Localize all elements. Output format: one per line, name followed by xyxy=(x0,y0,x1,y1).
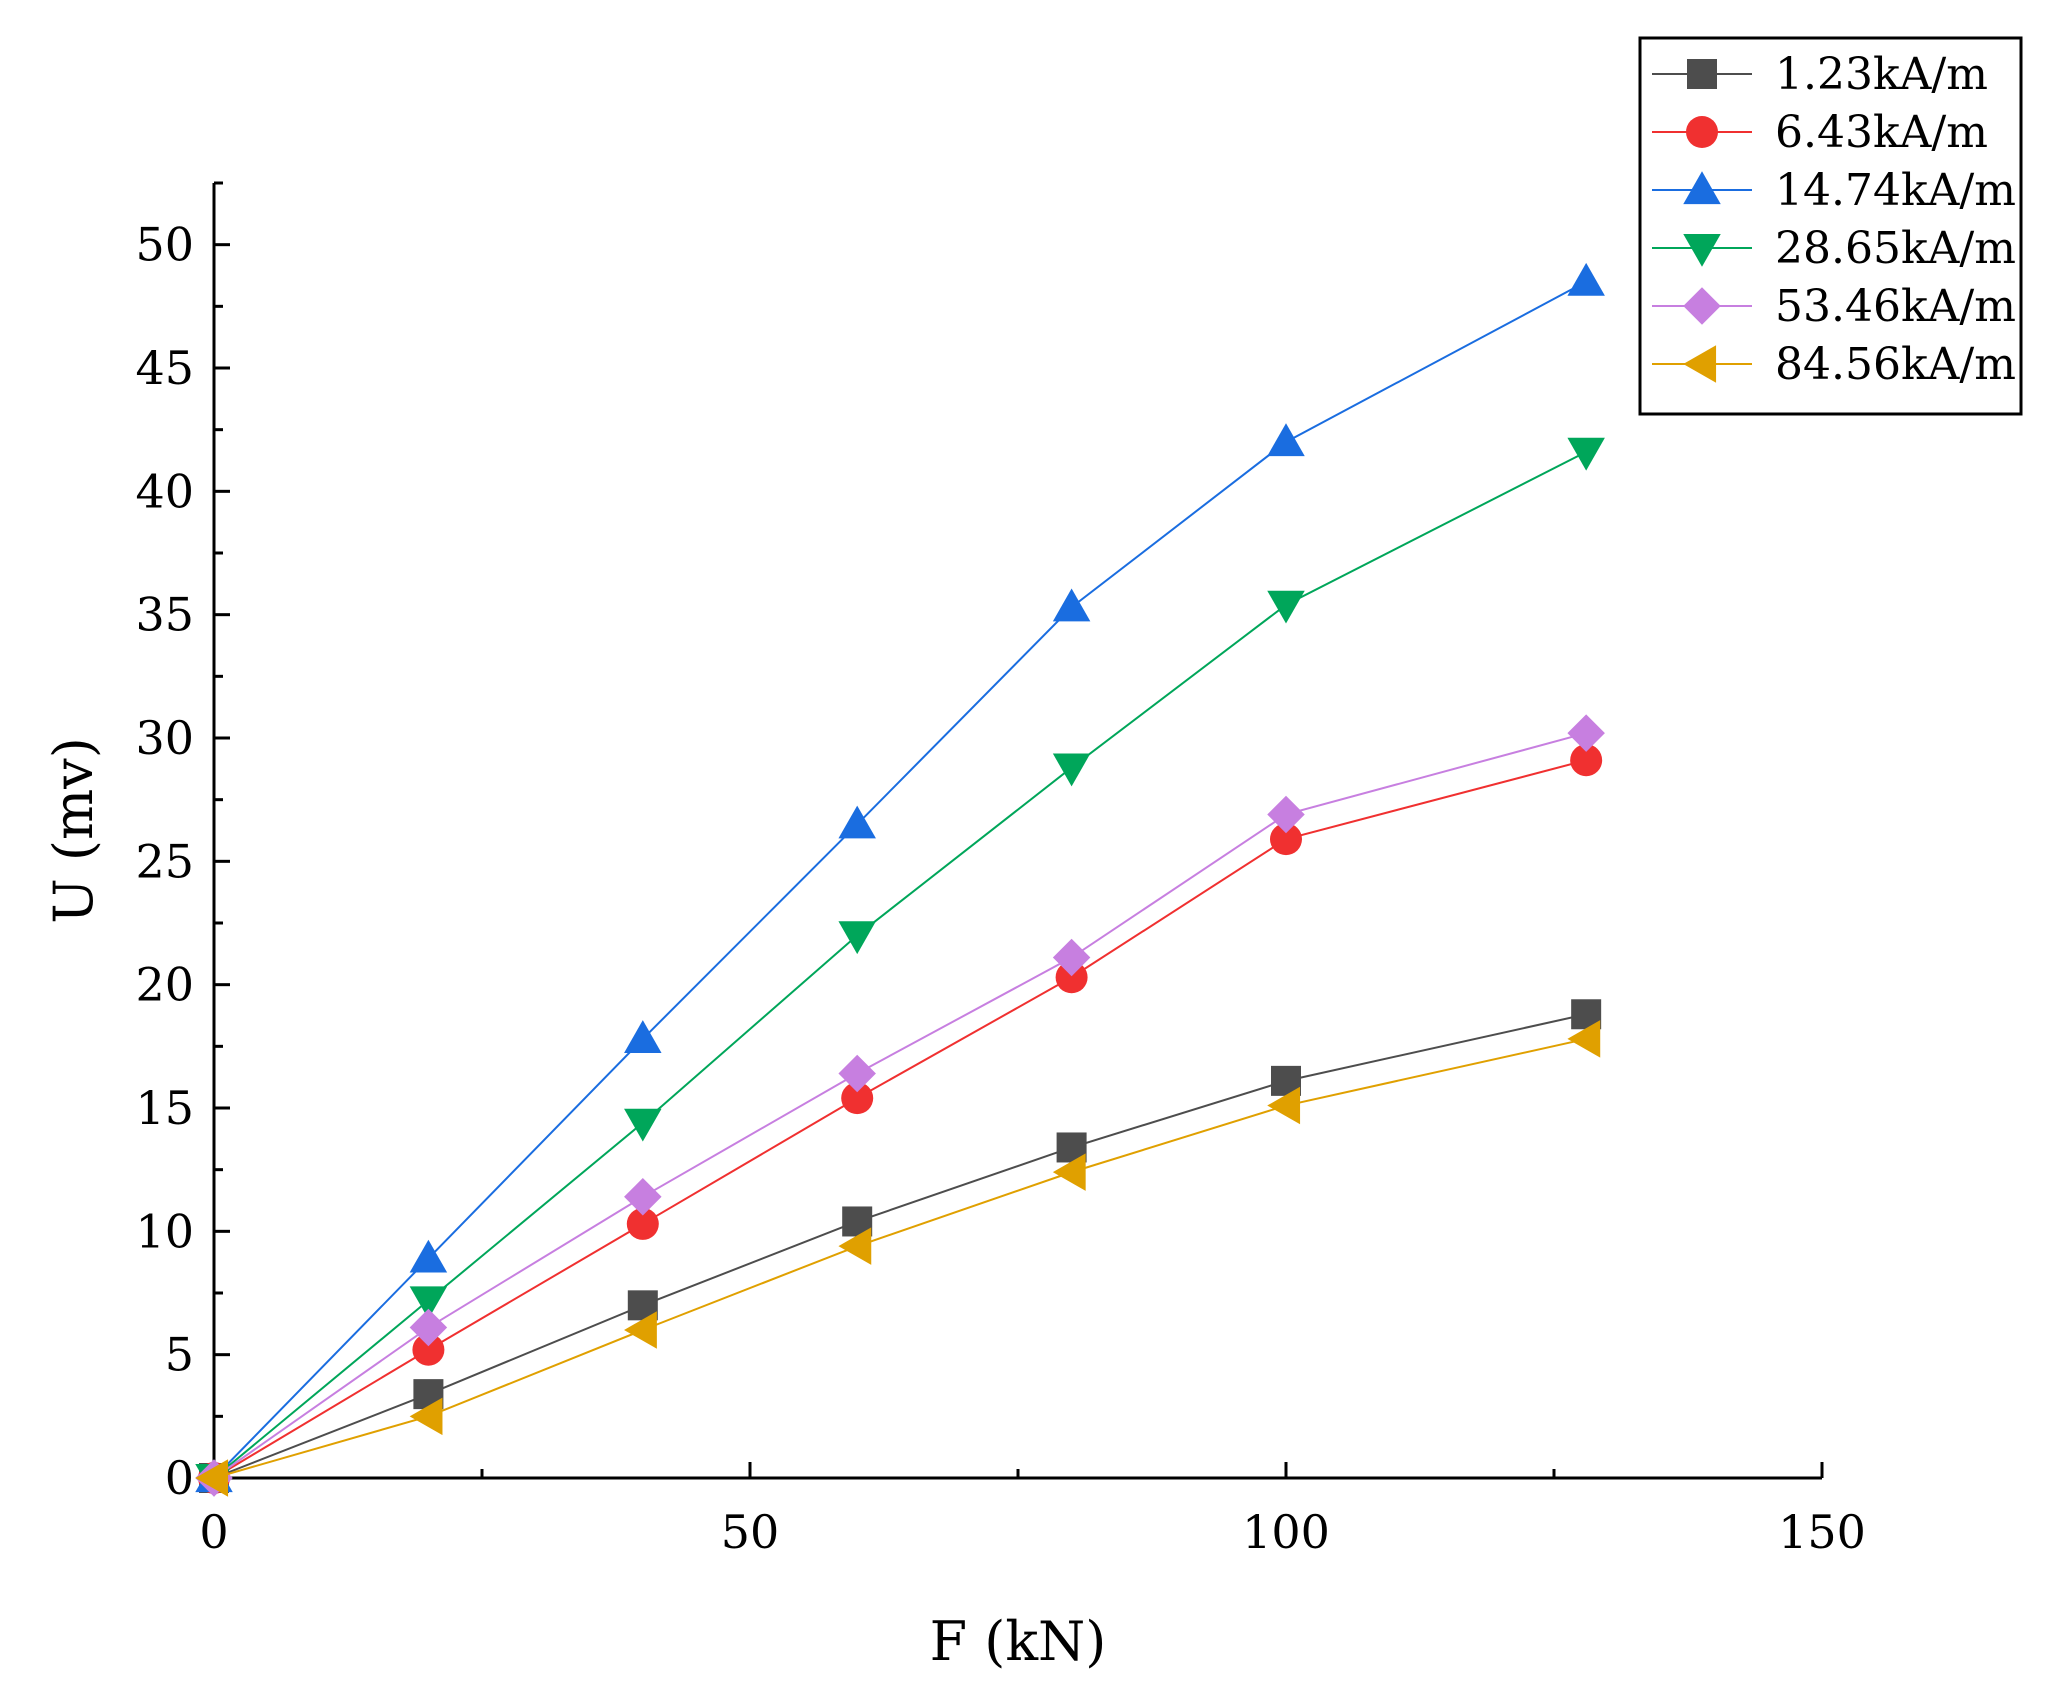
legend-label: 1.23kA/m xyxy=(1775,49,1988,100)
data-point xyxy=(1567,1020,1601,1058)
data-point xyxy=(838,805,876,839)
data-point xyxy=(626,1207,659,1240)
y-tick-label: 10 xyxy=(135,1204,194,1258)
data-point xyxy=(1267,1086,1301,1125)
data-point xyxy=(624,1311,657,1349)
y-tick-label: 30 xyxy=(135,711,194,765)
legend-label: 84.56kA/m xyxy=(1775,339,2016,390)
legend-box xyxy=(1638,36,2023,416)
data-point xyxy=(1567,437,1605,471)
y-tick-label: 25 xyxy=(135,834,194,888)
data-point xyxy=(1052,753,1091,787)
legend-label: 53.46kA/m xyxy=(1775,281,2016,332)
y-tick-label: 40 xyxy=(135,464,194,518)
data-point xyxy=(409,1286,448,1320)
series-layer xyxy=(195,262,1605,1497)
legend-marker xyxy=(1686,116,1718,148)
legend-item: 14.74kA/m xyxy=(1652,165,2016,216)
data-point xyxy=(1052,1153,1086,1191)
y-tick-label: 20 xyxy=(135,958,194,1012)
data-point xyxy=(1570,744,1603,777)
x-tick-label: 0 xyxy=(199,1505,228,1559)
legend-marker xyxy=(1683,345,1717,383)
series-6 xyxy=(195,1020,1601,1497)
data-point xyxy=(1267,423,1305,457)
y-tick-label: 0 xyxy=(165,1451,194,1505)
data-point xyxy=(1267,590,1305,624)
data-point xyxy=(1267,795,1305,834)
x-tick-label: 50 xyxy=(721,1505,780,1559)
legend-label: 6.43kA/m xyxy=(1775,107,1988,158)
legend: 1.23kA/m 6.43kA/m 14.74kA/m 28.65kA/m 53.46k… xyxy=(1638,36,2023,416)
legend-item: 28.65kA/m xyxy=(1652,223,2016,274)
data-point xyxy=(1052,938,1091,977)
y-tick-label: 35 xyxy=(135,588,194,642)
series-3 xyxy=(195,262,1605,1493)
legend-item: 53.46kA/m xyxy=(1652,281,2016,332)
legend-marker xyxy=(1687,59,1717,89)
y-tick-label: 45 xyxy=(135,341,194,395)
data-point xyxy=(841,1082,874,1115)
data-point xyxy=(1052,588,1091,622)
legend-item: 84.56kA/m xyxy=(1652,339,2016,390)
y-tick-label: 15 xyxy=(135,1081,194,1135)
x-axis-title: F (kN) xyxy=(930,1610,1107,1673)
data-point xyxy=(1270,823,1302,856)
x-tick-label: 150 xyxy=(1778,1505,1866,1559)
y-axis-title: U (mv) xyxy=(42,737,105,924)
data-point xyxy=(195,1459,229,1497)
data-point xyxy=(409,1239,448,1273)
data-point xyxy=(624,1020,662,1053)
legend-item: 1.23kA/m xyxy=(1652,49,1988,100)
legend-marker xyxy=(1683,287,1721,325)
axes: 0 50 100 150 0 5 10 15 20 25 30 35 40 45 50 F (kN) U (mv… xyxy=(42,181,1866,1673)
legend-marker xyxy=(1683,233,1721,267)
legend-label: 14.74kA/m xyxy=(1775,165,2016,216)
legend-marker xyxy=(1683,171,1721,205)
series-line xyxy=(213,732,1587,1479)
data-point xyxy=(838,921,876,955)
legend-label: 28.65kA/m xyxy=(1775,223,2016,274)
x-tick-label: 100 xyxy=(1242,1505,1330,1559)
data-point xyxy=(409,1397,443,1436)
series-line xyxy=(213,759,1587,1479)
series-4 xyxy=(195,437,1605,1497)
data-point xyxy=(412,1333,445,1366)
series-2 xyxy=(198,744,1603,1494)
data-point xyxy=(838,1227,872,1265)
data-point xyxy=(1567,714,1605,752)
series-5 xyxy=(195,714,1605,1497)
data-point xyxy=(1055,961,1088,994)
data-point xyxy=(838,1054,876,1093)
data-point xyxy=(624,1108,662,1142)
y-tick-label: 5 xyxy=(165,1328,194,1382)
legend-item: 6.43kA/m xyxy=(1652,107,1988,158)
data-point xyxy=(624,1178,662,1216)
data-point xyxy=(409,1308,448,1347)
data-point xyxy=(1567,262,1605,296)
y-tick-label: 50 xyxy=(135,218,194,272)
